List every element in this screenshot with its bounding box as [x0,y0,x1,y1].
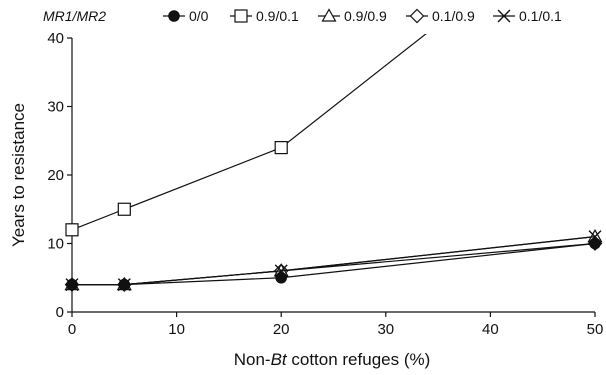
x-tick-label: 20 [273,321,290,338]
x-tick-label: 10 [168,321,185,338]
legend-item: 0/0 [163,8,209,24]
data-point [66,278,78,291]
y-tick-label: 40 [47,30,64,47]
series-line [71,34,427,231]
series-0.1/0.1 [65,230,602,292]
legend-label: 0.1/0.9 [432,8,475,24]
series-line [72,236,596,286]
legend-label: 0.9/0.1 [256,8,299,24]
x-axis-title-part: Non- [234,350,271,369]
legend-item: 0.9/0.1 [230,8,299,24]
y-tick-label: 30 [47,99,64,116]
legend-marker-icon [497,9,511,23]
x-tick-label: 50 [587,321,604,338]
data-point [117,202,131,216]
data-point [274,141,288,155]
legend-item: 0.1/0.1 [493,8,562,24]
x-tick-label: 40 [482,321,499,338]
y-axis-title: Years to resistance [9,103,28,247]
data-point [118,278,131,291]
series-line [72,242,596,286]
y-tick-label: 0 [56,304,64,321]
series-0.9/0.1 [65,34,427,237]
x-tick-label: 30 [377,321,394,338]
y-tick-label: 10 [47,236,64,253]
series-0.9/0.9 [64,228,603,291]
x-axis-title-part-italic: Bt [271,350,288,369]
legend-item: 0.9/0.9 [318,8,387,24]
legend-label: 0.1/0.1 [519,8,562,24]
data-point [589,237,601,250]
legend-marker-icon [234,9,248,23]
series-line [72,236,596,286]
legend-label: 0/0 [189,8,209,24]
axes: 0 10 20 30 40 0 10 20 30 40 50 [47,30,603,338]
legend-label: 0.9/0.9 [344,8,387,24]
data-point [65,223,79,237]
data-point [275,271,287,284]
series-line [72,242,596,286]
series-layer [64,34,603,292]
y-tick-label: 20 [47,167,64,184]
legend-marker-icon [168,10,180,22]
x-axis-title-part: cotton refuges (%) [287,350,431,369]
legend-marker-icon [321,8,337,22]
legend: MR1/MR2 0/0 0.9/0.1 0.9/0.9 0.1/0.9 0.1/0.1 [43,8,562,24]
legend-marker-icon [409,8,425,24]
legend-item: 0.1/0.9 [406,8,475,24]
x-axis-title: Non-Bt cotton refuges (%) [234,350,431,369]
legend-title: MR1/MR2 [43,8,106,24]
x-tick-label: 0 [68,321,76,338]
series-0/0 [66,237,601,291]
